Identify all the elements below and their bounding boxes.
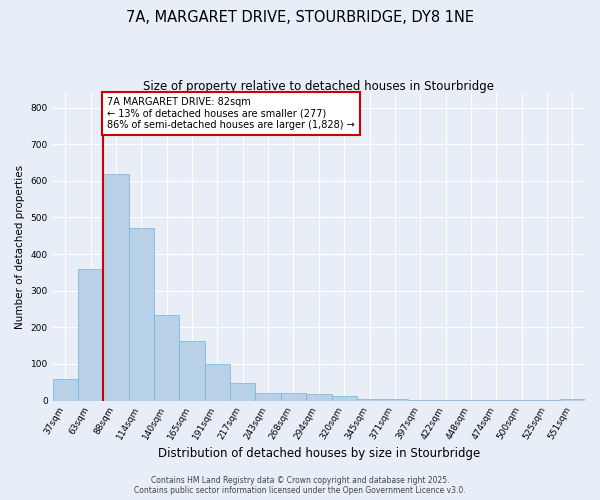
Bar bbox=[256, 392, 281, 400]
Y-axis label: Number of detached properties: Number of detached properties bbox=[15, 164, 25, 329]
Bar bbox=[281, 394, 306, 400]
X-axis label: Distribution of detached houses by size in Stourbridge: Distribution of detached houses by size … bbox=[158, 447, 480, 460]
Bar bbox=[357, 399, 382, 400]
Bar bbox=[53, 378, 78, 400]
Text: Contains HM Land Registry data © Crown copyright and database right 2025.
Contai: Contains HM Land Registry data © Crown c… bbox=[134, 476, 466, 495]
Bar bbox=[332, 396, 357, 400]
Bar bbox=[129, 228, 154, 400]
Bar bbox=[205, 364, 230, 401]
Bar bbox=[154, 314, 179, 400]
Bar bbox=[230, 383, 256, 400]
Title: Size of property relative to detached houses in Stourbridge: Size of property relative to detached ho… bbox=[143, 80, 494, 93]
Bar bbox=[306, 394, 332, 400]
Text: 7A MARGARET DRIVE: 82sqm
← 13% of detached houses are smaller (277)
86% of semi-: 7A MARGARET DRIVE: 82sqm ← 13% of detach… bbox=[107, 96, 355, 130]
Text: 7A, MARGARET DRIVE, STOURBRIDGE, DY8 1NE: 7A, MARGARET DRIVE, STOURBRIDGE, DY8 1NE bbox=[126, 10, 474, 25]
Bar bbox=[103, 174, 129, 400]
Bar bbox=[179, 342, 205, 400]
Bar bbox=[78, 269, 103, 400]
Bar bbox=[560, 399, 585, 400]
